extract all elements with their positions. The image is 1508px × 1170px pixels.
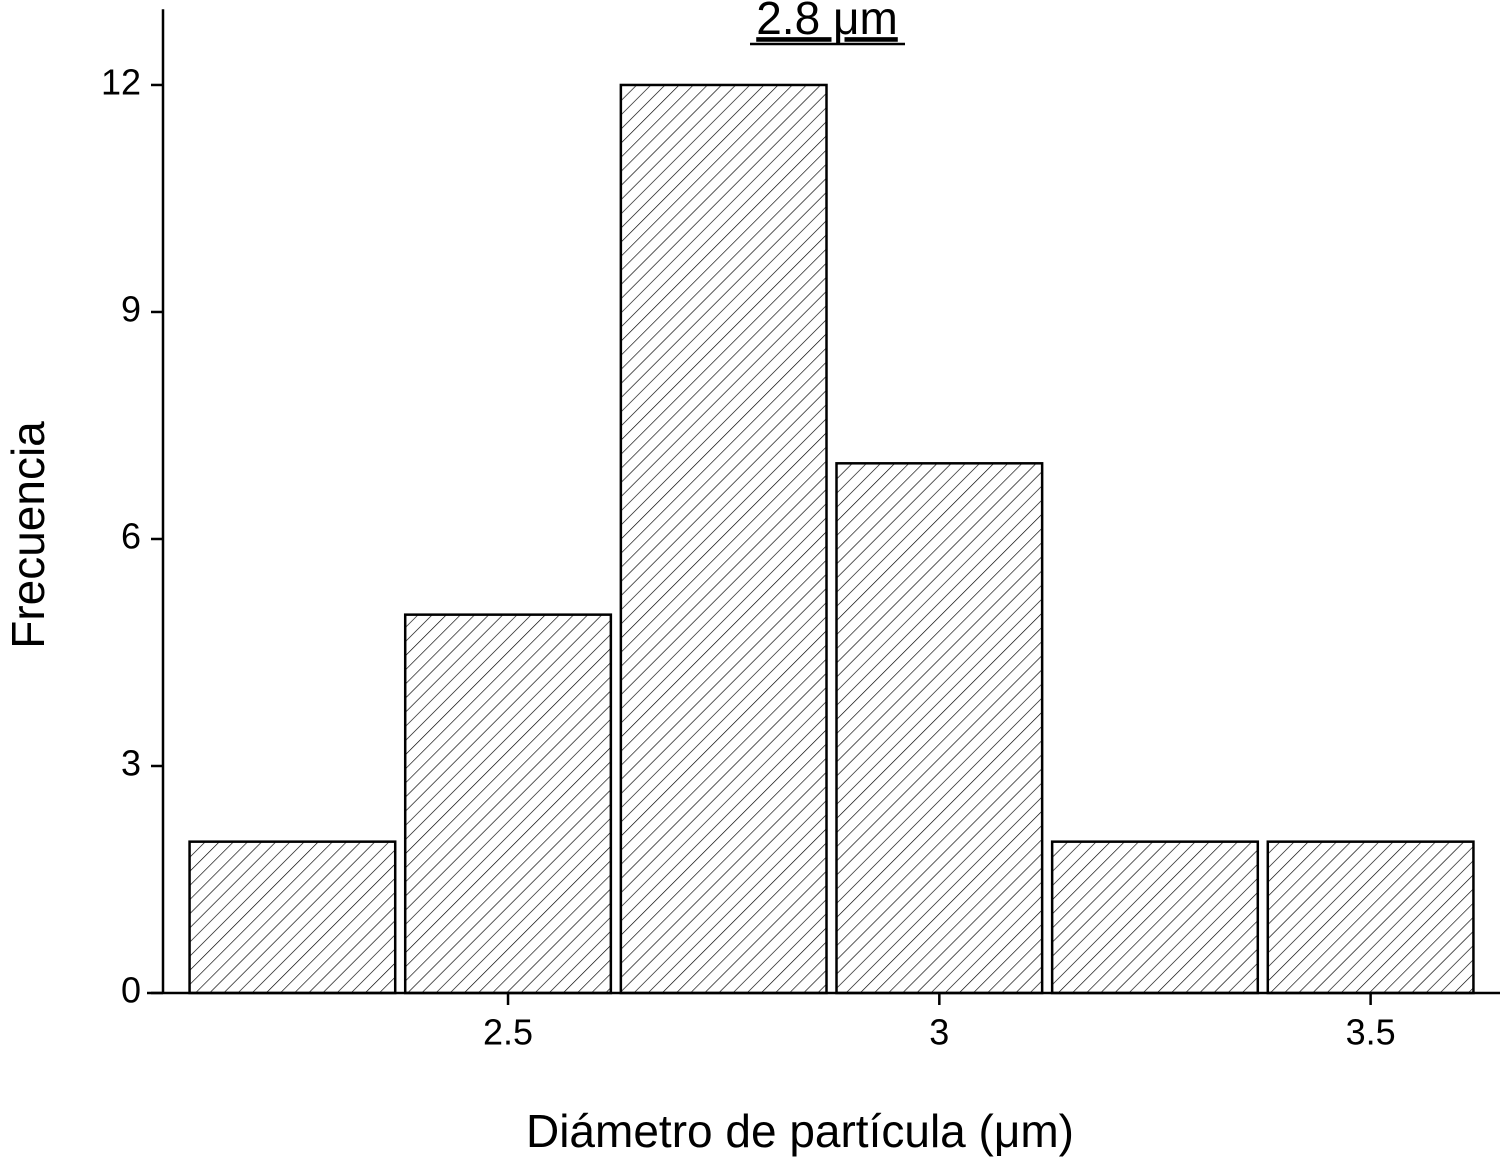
y-tick-label: 12	[101, 61, 141, 102]
y-tick-label: 9	[121, 288, 141, 329]
x-axis-label: Diámetro de partícula (μm)	[526, 1105, 1074, 1157]
x-tick-label: 2.5	[483, 1012, 533, 1053]
bar	[1050, 840, 1260, 995]
bar	[619, 83, 828, 995]
bar	[188, 840, 397, 995]
y-axis-label: Frecuencia	[2, 421, 54, 649]
annotation: 2.8 μm	[756, 0, 898, 44]
x-tick-label: 3	[929, 1012, 949, 1053]
bar	[403, 613, 613, 995]
y-tick-label: 6	[121, 516, 141, 557]
y-tick-label: 3	[121, 743, 141, 784]
x-tick-label: 3.5	[1346, 1012, 1396, 1053]
y-tick-label: 0	[121, 970, 141, 1011]
bar	[1266, 840, 1475, 995]
bar	[835, 462, 1044, 995]
